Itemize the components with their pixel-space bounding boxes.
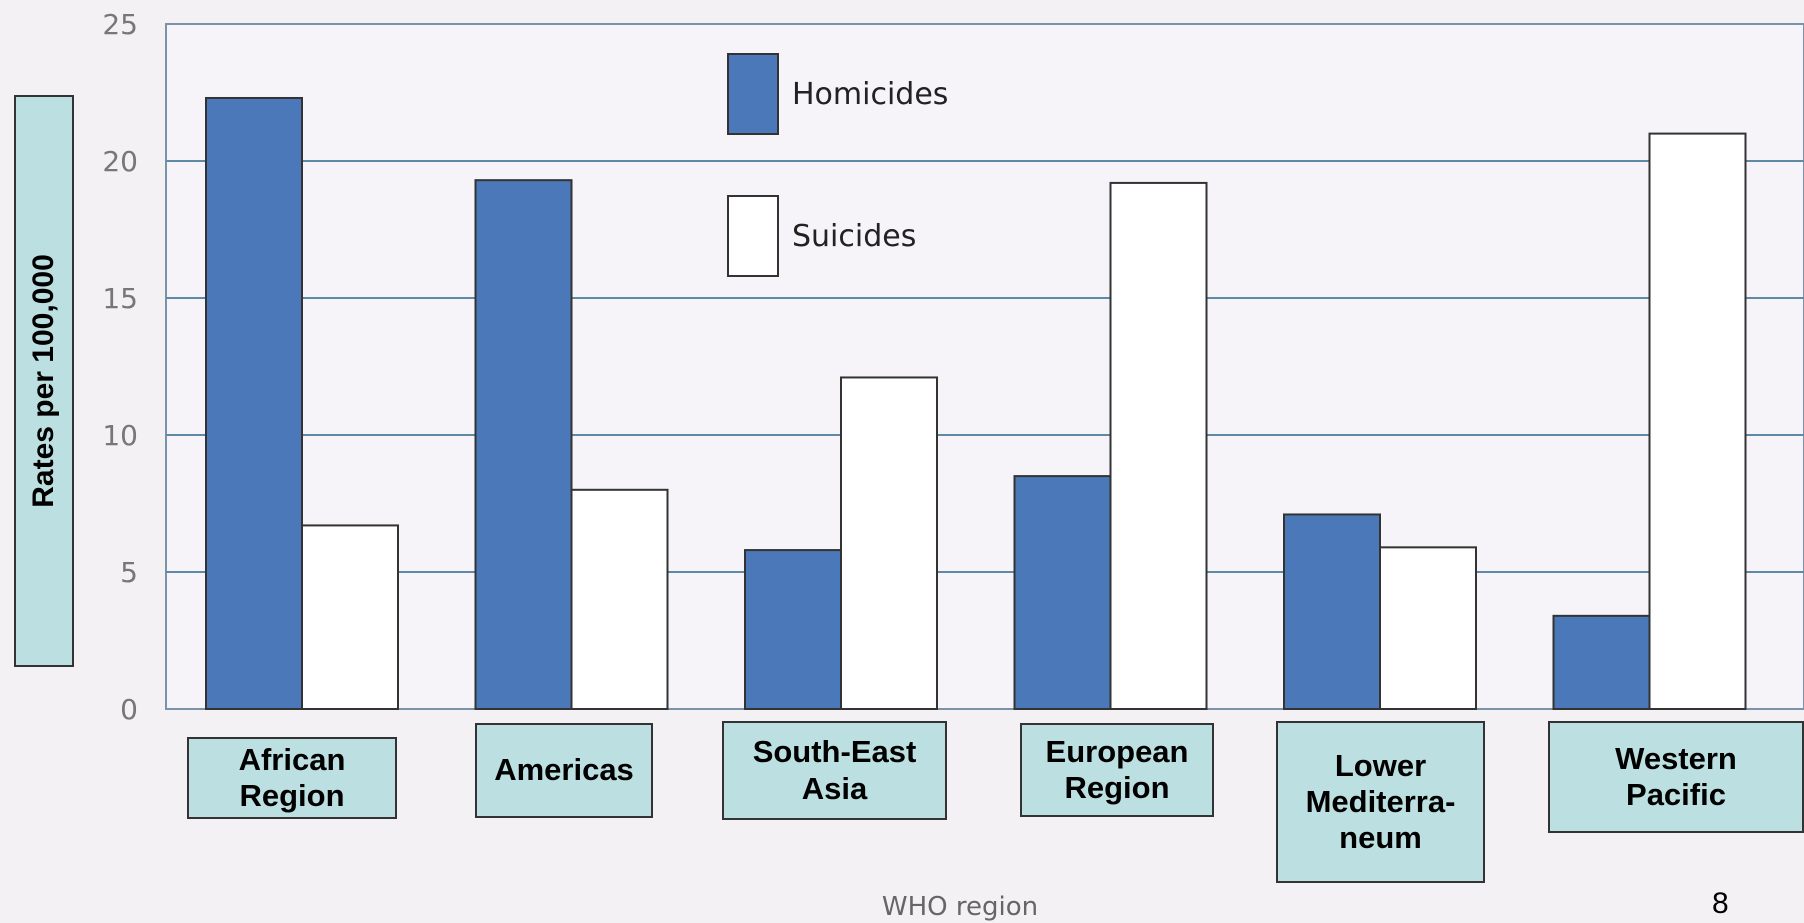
- bar-homicides-4: [1013, 475, 1112, 710]
- y-tick-label: 15: [102, 282, 138, 315]
- y-axis-label: Rates per 100,000: [27, 254, 60, 508]
- bar-homicides-6: [1552, 614, 1651, 711]
- legend: Homicides Suicides: [727, 53, 948, 277]
- y-tick-label: 10: [102, 419, 138, 452]
- y-tick-label: 5: [120, 556, 138, 589]
- plot-area: [165, 23, 1804, 710]
- bar-suicides-6: [1648, 132, 1747, 711]
- bar-suicides-1: [301, 524, 399, 710]
- category-label-5: Lower Mediterra- neum: [1276, 721, 1485, 883]
- y-tick-labels: 0 5 10 15 20 25: [102, 8, 138, 726]
- bar-suicides-4: [1109, 181, 1208, 711]
- y-tick-label: 0: [120, 693, 138, 726]
- legend-swatch-suicides: [727, 195, 779, 277]
- x-axis-label: WHO region: [882, 892, 1038, 922]
- legend-label-homicides: Homicides: [792, 77, 948, 112]
- y-axis-label-box: Rates per 100,000: [14, 95, 74, 667]
- category-label-3: South-East Asia: [722, 721, 947, 820]
- y-tick-label: 20: [102, 145, 138, 178]
- bar-homicides-3: [744, 549, 842, 711]
- category-label-1: African Region: [187, 737, 397, 819]
- y-tick-label: 25: [102, 8, 138, 41]
- bar-homicides-2: [474, 179, 573, 710]
- bars: [205, 96, 1747, 711]
- category-label-4: European Region: [1020, 723, 1214, 817]
- gridlines: [166, 160, 1804, 573]
- bar-homicides-1: [205, 96, 303, 711]
- bar-suicides-5: [1379, 546, 1477, 711]
- category-label-6: Western Pacific: [1548, 721, 1804, 833]
- category-label-2: Americas: [475, 723, 653, 818]
- legend-label-suicides: Suicides: [792, 219, 916, 254]
- bar-suicides-2: [570, 488, 669, 710]
- page-number: 8: [1712, 887, 1729, 920]
- bar-homicides-5: [1283, 513, 1381, 711]
- bar-suicides-3: [840, 376, 938, 710]
- legend-swatch-homicides: [727, 53, 779, 135]
